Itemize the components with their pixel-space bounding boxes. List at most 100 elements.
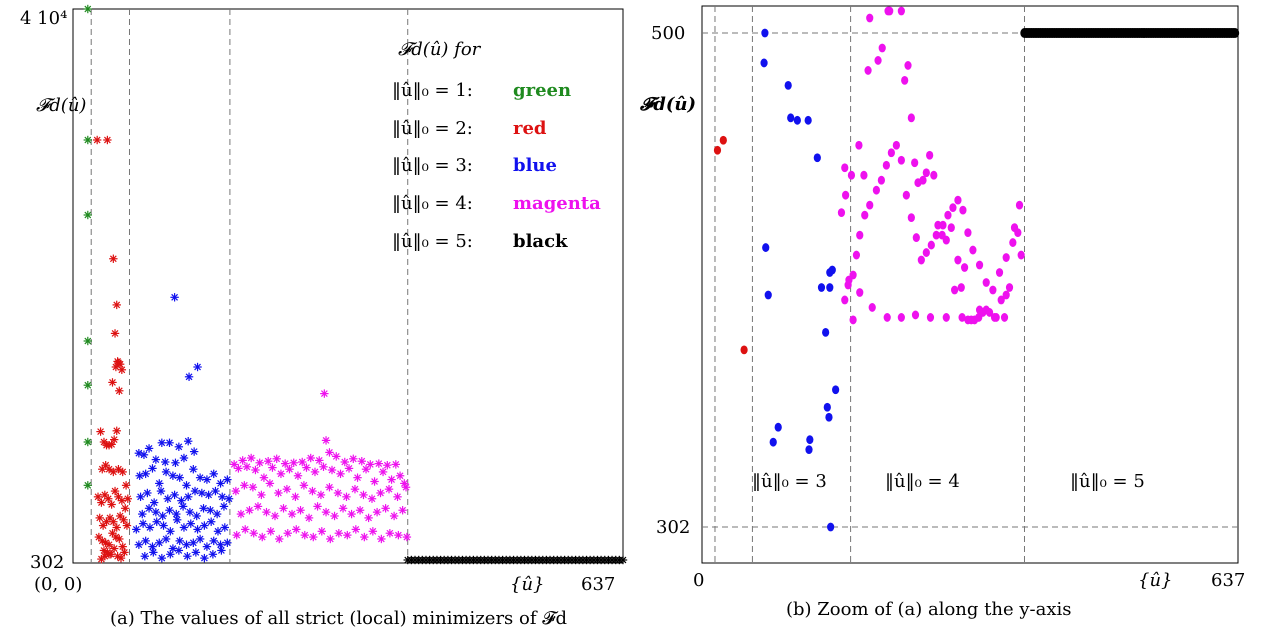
panel-b-point-series2	[760, 58, 768, 68]
panel-a-y-top-label: 4 10⁴	[20, 8, 67, 29]
panel-a-point-series4	[391, 460, 401, 469]
panel-a-point-series2	[117, 496, 127, 505]
panel-b-point-series3	[927, 240, 935, 250]
panel-b-point-series2	[817, 283, 826, 292]
panel-a-point-series3	[165, 506, 174, 515]
panel-b-point-series3	[964, 228, 972, 237]
panel-a-point-series3	[186, 519, 195, 528]
panel-a-point-series2	[94, 532, 104, 542]
panel-a-point-series3	[175, 536, 184, 546]
panel-a-point-series2	[110, 329, 120, 338]
panel-a-point-series3	[159, 521, 168, 530]
panel-a-point-series4	[316, 490, 326, 500]
panel-b-point-series2	[823, 402, 831, 412]
panel-b-point-series3	[886, 6, 894, 16]
panel-b-frame	[701, 5, 1239, 564]
panel-a-point-series2	[104, 540, 114, 549]
panel-b-point-series3	[904, 61, 912, 70]
panel-a-point-series4	[401, 483, 411, 492]
panel-b-point-series3	[897, 155, 905, 165]
panel-a-point-series3	[143, 488, 152, 498]
panel-b-x-origin-label: 0	[693, 570, 704, 591]
panel-a-point-series3	[135, 471, 144, 480]
panel-a-point-series3	[189, 447, 199, 456]
panel-a-point-series4	[241, 525, 250, 534]
panel-a-point-series3	[200, 553, 209, 563]
panel-b-point-series3	[841, 163, 849, 173]
panel-a-caption: (a) The values of all strict (local) min…	[110, 608, 567, 629]
panel-a-point-series3	[172, 509, 181, 519]
panel-b-point-series3	[985, 308, 994, 317]
panel-a-point-series4	[248, 483, 258, 492]
panel-a-point-series4	[302, 463, 311, 472]
panel-a-point-series2	[110, 486, 120, 496]
panel-b-point-series2	[769, 437, 777, 447]
panel-a-point-series3	[200, 521, 209, 530]
panel-b-point-series2	[822, 327, 830, 337]
panel-a-point-series3	[189, 538, 198, 547]
panel-a-point-series4	[349, 454, 358, 463]
panel-a-point-series2	[109, 544, 119, 553]
panel-a-point-series3	[216, 540, 225, 549]
panel-b-point-series3	[897, 313, 905, 322]
panel-b-point-series3	[912, 233, 920, 242]
panel-a-y-bottom-label: 302	[30, 552, 64, 573]
panel-a-point-series3	[149, 548, 158, 557]
panel-a-point-series3	[208, 550, 218, 559]
panel-a-point-series3	[145, 523, 155, 532]
panel-b-point-series3	[866, 200, 874, 210]
panel-a-point-series2	[118, 542, 127, 551]
panel-a-point-series3	[179, 453, 189, 463]
panel-b-point-series2	[761, 28, 769, 38]
panel-a-point-series3	[136, 492, 145, 502]
panel-a-point-series3	[185, 507, 195, 517]
panel-b-point-series3	[1014, 228, 1022, 237]
panel-a-point-series4	[236, 509, 246, 519]
panel-a-point-series4	[383, 461, 392, 470]
panel-b-point-series4	[1230, 28, 1240, 38]
panel-a-point-series1	[83, 481, 93, 490]
panel-b-point-series2	[825, 412, 833, 422]
panel-a-point-series4	[377, 534, 386, 544]
panel-a-point-series4	[253, 502, 263, 511]
panel-b-point-series3	[852, 250, 861, 260]
panel-a-point-series2	[111, 532, 121, 542]
panel-a-point-series4	[384, 484, 394, 494]
panel-a-point-series3	[141, 469, 150, 479]
panel-a-point-series4	[310, 467, 320, 477]
panel-a-point-series2	[104, 465, 114, 474]
panel-a-point-series2	[112, 300, 121, 310]
panel-b-x-axis-label: {û}	[1138, 570, 1173, 591]
panel-a-frame	[72, 8, 624, 564]
panel-a-point-series3	[177, 496, 186, 505]
panel-a-point-series3	[149, 498, 159, 507]
panel-b-caption: (b) Zoom of (a) along the y-axis	[786, 599, 1071, 620]
panel-a-point-series4	[258, 532, 267, 542]
panel-b-point-series3	[861, 210, 869, 220]
legend-entry-1-name: green	[513, 80, 571, 101]
panel-a-point-series3	[158, 511, 167, 521]
panel-b-point-series2	[804, 115, 812, 125]
panel-a-point-series2	[93, 492, 103, 502]
panel-a-point-series4	[402, 532, 412, 542]
panel-b-point-series1	[740, 345, 748, 355]
panel-a-point-series4	[249, 529, 258, 538]
panel-a-point-series3	[192, 511, 201, 521]
panel-a-point-series3	[213, 527, 223, 536]
panel-b-point-series3	[951, 285, 959, 295]
panel-a-point-series4	[272, 454, 281, 463]
panel-a-point-series4	[263, 457, 273, 466]
panel-b-point-series3	[841, 295, 849, 305]
panel-a-point-series3	[184, 372, 194, 381]
panel-a-point-series2	[109, 467, 118, 477]
panel-a-point-series3	[141, 536, 150, 546]
panel-a-point-series3	[152, 517, 161, 526]
panel-a-point-series4	[334, 529, 344, 538]
panel-a-point-series4	[289, 458, 298, 467]
panel-b: 500 𝓕d(û) 302 0 {û} 637 ‖û‖₀ = 3 ‖û‖₀ = …	[639, 5, 1245, 620]
panel-a-point-series4	[342, 492, 351, 502]
panel-b-point-series3	[902, 190, 910, 200]
panel-a-point-series4	[300, 530, 309, 540]
panel-b-point-series3	[989, 285, 997, 295]
